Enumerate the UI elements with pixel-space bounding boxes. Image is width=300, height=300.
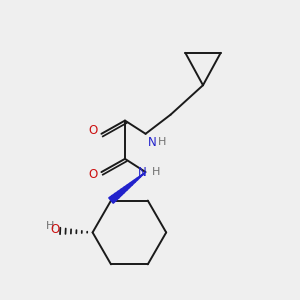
Text: H: H (152, 167, 160, 177)
Text: O: O (50, 223, 59, 236)
Polygon shape (136, 176, 140, 180)
Polygon shape (118, 189, 124, 196)
Polygon shape (130, 181, 135, 185)
Polygon shape (112, 194, 119, 201)
Text: N: N (148, 136, 156, 148)
Text: O: O (88, 124, 98, 137)
Text: N: N (138, 166, 146, 178)
Polygon shape (115, 191, 121, 198)
Polygon shape (140, 174, 143, 177)
Polygon shape (109, 196, 116, 203)
Text: O: O (88, 168, 98, 181)
Polygon shape (124, 185, 129, 190)
Polygon shape (121, 187, 127, 193)
Text: H: H (158, 137, 166, 147)
Text: H: H (46, 221, 54, 231)
Polygon shape (142, 172, 146, 175)
Polygon shape (127, 183, 132, 188)
Polygon shape (133, 178, 137, 182)
